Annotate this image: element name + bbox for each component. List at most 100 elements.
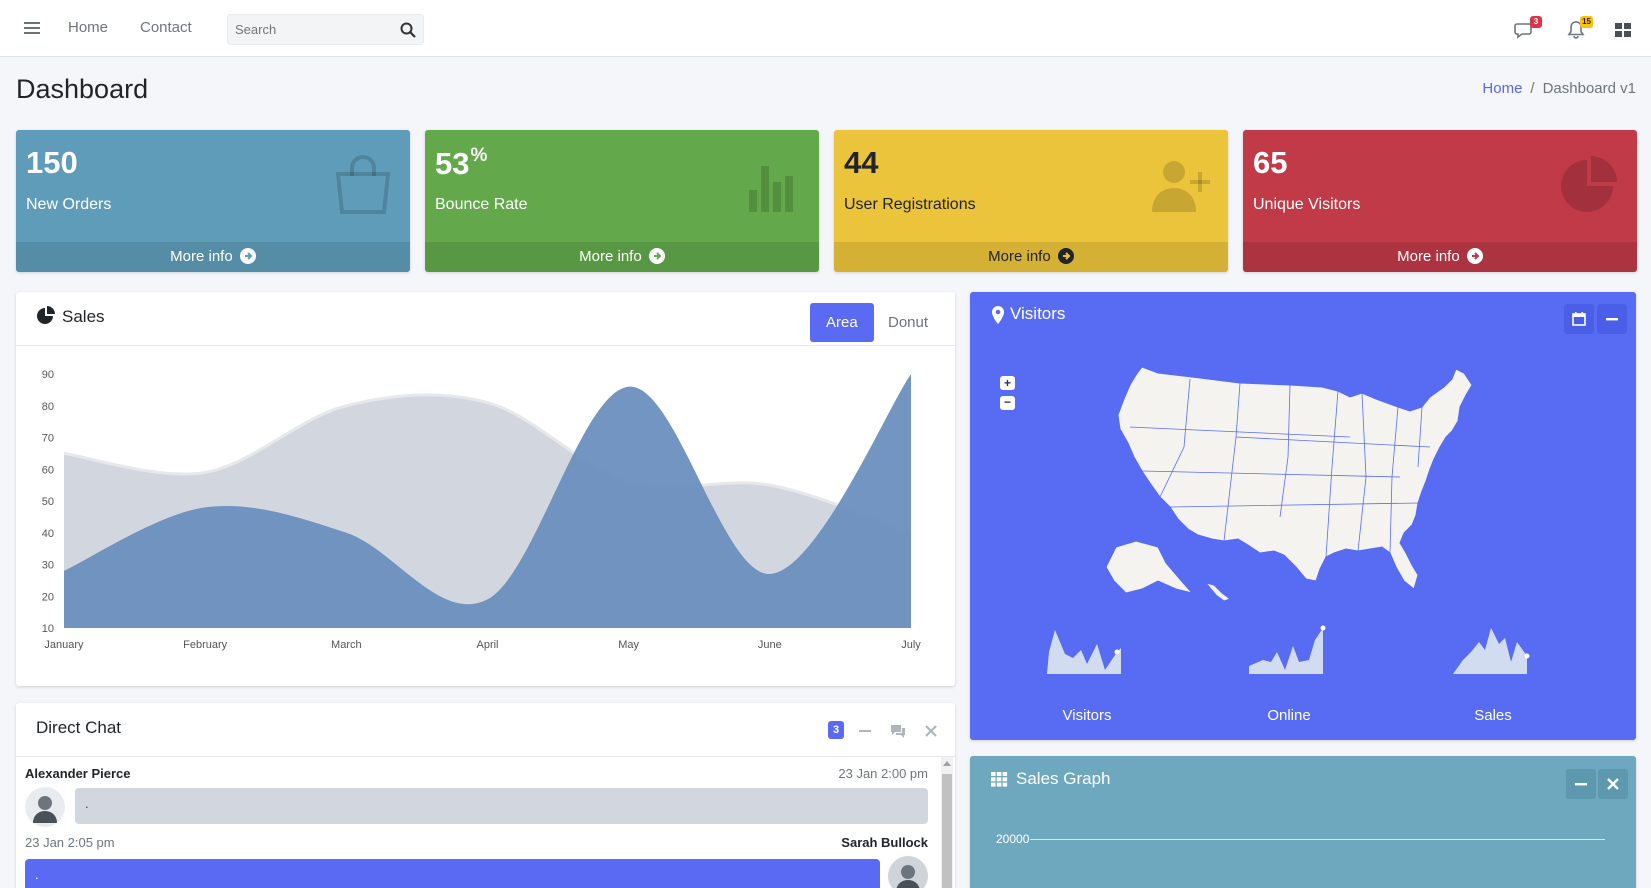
pie-chart-icon xyxy=(1561,156,1617,212)
y-tick-label: 60 xyxy=(42,464,54,476)
sparkline-end-dot xyxy=(1114,649,1120,655)
avatar xyxy=(888,856,928,888)
messages-badge: 3 xyxy=(1530,16,1542,28)
minus-icon xyxy=(1575,783,1587,786)
y-tick-label: 30 xyxy=(42,560,54,572)
x-tick-label: June xyxy=(758,639,782,651)
sparkline-end-dot xyxy=(1320,625,1326,631)
chat-scrollbar[interactable] xyxy=(941,757,953,888)
apps-button[interactable] xyxy=(1612,19,1634,41)
visitors-card: Visitors + − Visitors Online Sales xyxy=(970,292,1636,740)
top-navbar: Home Contact 3 15 xyxy=(0,0,1651,57)
sales-graph-card: Sales Graph 20000 xyxy=(970,756,1636,888)
x-tick-label: February xyxy=(183,639,228,651)
direct-chat-title: Direct Chat xyxy=(36,718,122,737)
map-zoom-in-button[interactable]: + xyxy=(1000,376,1015,390)
chat-message-bubble: . xyxy=(25,859,880,888)
info-box-bounce-rate: 53% Bounce Rate More info xyxy=(425,130,819,272)
minus-icon xyxy=(1606,318,1618,321)
scrollbar-thumb[interactable] xyxy=(942,774,952,888)
arrow-circle-right-icon xyxy=(1057,248,1074,264)
more-info-link[interactable]: More info xyxy=(16,242,410,272)
tab-area[interactable]: Area xyxy=(810,303,874,342)
direct-chat-header: Direct Chat 3 xyxy=(16,703,955,757)
usa-map[interactable] xyxy=(1100,367,1500,617)
notifications-button[interactable]: 15 xyxy=(1565,16,1593,41)
x-tick-label: April xyxy=(476,639,498,651)
avatar xyxy=(25,787,65,827)
y-tick-label: 70 xyxy=(42,433,54,445)
arrow-circle-right-icon xyxy=(239,248,256,264)
close-icon[interactable] xyxy=(923,723,939,739)
y-tick-label: 80 xyxy=(42,401,54,413)
info-box-new-orders: 150 New Orders More info xyxy=(16,130,410,272)
nav-home-link[interactable]: Home xyxy=(68,19,109,36)
x-tick-label: January xyxy=(44,639,84,651)
sparkline-end-dot xyxy=(1524,653,1530,659)
x-tick-label: March xyxy=(331,639,362,651)
menu-icon[interactable] xyxy=(22,18,42,38)
breadcrumb: Home / Dashboard v1 xyxy=(1482,80,1636,97)
sales-sparkline xyxy=(1453,628,1530,674)
chat-timestamp: 23 Jan 2:05 pm xyxy=(25,835,115,850)
sparkline-label-sales: Sales xyxy=(1474,707,1512,724)
minus-icon[interactable] xyxy=(857,723,873,739)
info-box-label: Unique Visitors xyxy=(1253,196,1361,213)
sales-graph-y-tick: 20000 xyxy=(996,832,1030,846)
sparkline-area xyxy=(1453,628,1527,674)
scroll-up-arrow-icon[interactable] xyxy=(943,761,951,766)
chat-sender-name: Alexander Pierce xyxy=(25,766,131,781)
bell-icon xyxy=(1567,21,1585,39)
sparkline-label-visitors: Visitors xyxy=(1062,707,1112,724)
nav-contact-link[interactable]: Contact xyxy=(140,19,192,36)
collapse-button[interactable] xyxy=(1566,769,1596,799)
sales-graph-title: Sales Graph xyxy=(1016,769,1111,788)
search-input[interactable] xyxy=(228,15,393,44)
y-tick-label: 20 xyxy=(42,591,54,603)
y-tick-label: 40 xyxy=(42,528,54,540)
chat-sender-name: Sarah Bullock xyxy=(841,835,928,850)
map-zoom-out-button[interactable]: − xyxy=(1000,396,1015,410)
direct-chat-card: Direct Chat 3 Alexander Pierce 23 Jan 2:… xyxy=(16,703,955,888)
user-plus-icon xyxy=(1152,161,1210,212)
info-box-label: User Registrations xyxy=(844,196,976,213)
x-tick-label: July xyxy=(901,639,921,651)
map-marker-icon xyxy=(992,306,1004,324)
page-title: Dashboard xyxy=(16,74,149,104)
messages-button[interactable]: 3 xyxy=(1514,16,1542,41)
sales-area-chart: 10 20 30 40 50 60 70 80 90 January February March Ap… xyxy=(42,369,922,651)
comments-icon[interactable] xyxy=(889,722,907,740)
more-info-link[interactable]: More info xyxy=(1243,242,1637,272)
notifications-badge: 15 xyxy=(1580,16,1593,28)
search-icon[interactable] xyxy=(399,21,417,39)
close-icon xyxy=(1607,778,1619,790)
navbar-search xyxy=(227,14,424,45)
sales-graph-gridline xyxy=(1030,839,1605,840)
remove-button[interactable] xyxy=(1598,769,1628,799)
sales-card-header: Sales Area Donut xyxy=(16,292,955,346)
arrow-circle-right-icon xyxy=(1466,248,1483,264)
breadcrumb-home-link[interactable]: Home xyxy=(1482,80,1523,97)
series-line xyxy=(63,393,912,535)
chat-timestamp: 23 Jan 2:00 pm xyxy=(838,766,928,781)
y-tick-label: 90 xyxy=(42,369,54,381)
calendar-icon xyxy=(1572,312,1586,326)
sales-card-title: Sales xyxy=(62,307,105,326)
chat-count-badge: 3 xyxy=(828,721,844,739)
th-icon xyxy=(991,772,1008,787)
info-box-value: 53% xyxy=(435,145,488,181)
calendar-button[interactable] xyxy=(1564,304,1594,334)
more-info-link[interactable]: More info xyxy=(425,242,819,272)
chart-pie-icon xyxy=(37,306,55,324)
info-box-value: 65 xyxy=(1253,145,1288,180)
info-box-label: New Orders xyxy=(26,196,112,213)
y-tick-label: 10 xyxy=(42,623,54,635)
more-info-link[interactable]: More info xyxy=(834,242,1228,272)
info-box-value: 44 xyxy=(844,145,879,180)
area-series-2 xyxy=(64,374,911,628)
collapse-button[interactable] xyxy=(1597,304,1627,334)
tab-donut[interactable]: Donut xyxy=(888,314,929,331)
visitors-title: Visitors xyxy=(1010,304,1066,323)
info-box-user-registrations: 44 User Registrations More info xyxy=(834,130,1228,272)
sparkline-label-online: Online xyxy=(1267,707,1311,724)
